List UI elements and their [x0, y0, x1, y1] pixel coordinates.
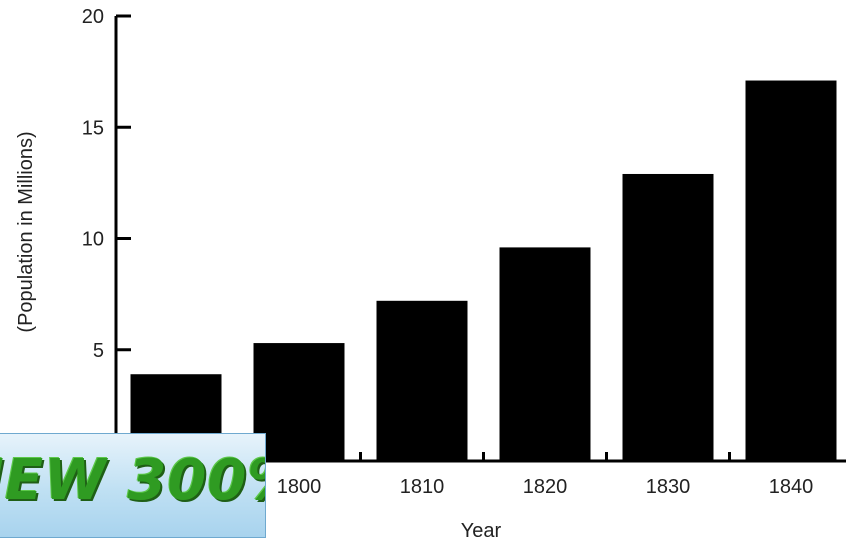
promo-sticker-text: NEW 300%: [0, 448, 265, 513]
x-tick-label: 1800: [277, 476, 322, 498]
x-tick-label: 1820: [523, 476, 568, 498]
y-tick-label: 10: [82, 229, 104, 251]
bar-1820: [499, 247, 591, 461]
y-tick-label: 15: [82, 117, 104, 139]
x-axis-title: Year: [461, 520, 502, 542]
bar-1830: [622, 173, 714, 461]
bars-group: [130, 80, 837, 462]
bar-1840: [745, 80, 837, 462]
axes-group: [114, 16, 846, 463]
y-tick-label: 5: [93, 340, 104, 362]
bar-1800: [253, 343, 345, 461]
bar-1810: [376, 300, 468, 461]
y-axis-title: (Population in Millions): [15, 131, 37, 332]
x-tick-label: 1810: [400, 476, 445, 498]
x-tick-label: 1840: [769, 476, 814, 498]
promo-sticker: NEW 300%: [0, 433, 266, 538]
x-tick-label: 1830: [646, 476, 691, 498]
y-ticks-group: 5 10 15 20: [82, 6, 131, 362]
y-tick-label: 20: [82, 6, 104, 28]
